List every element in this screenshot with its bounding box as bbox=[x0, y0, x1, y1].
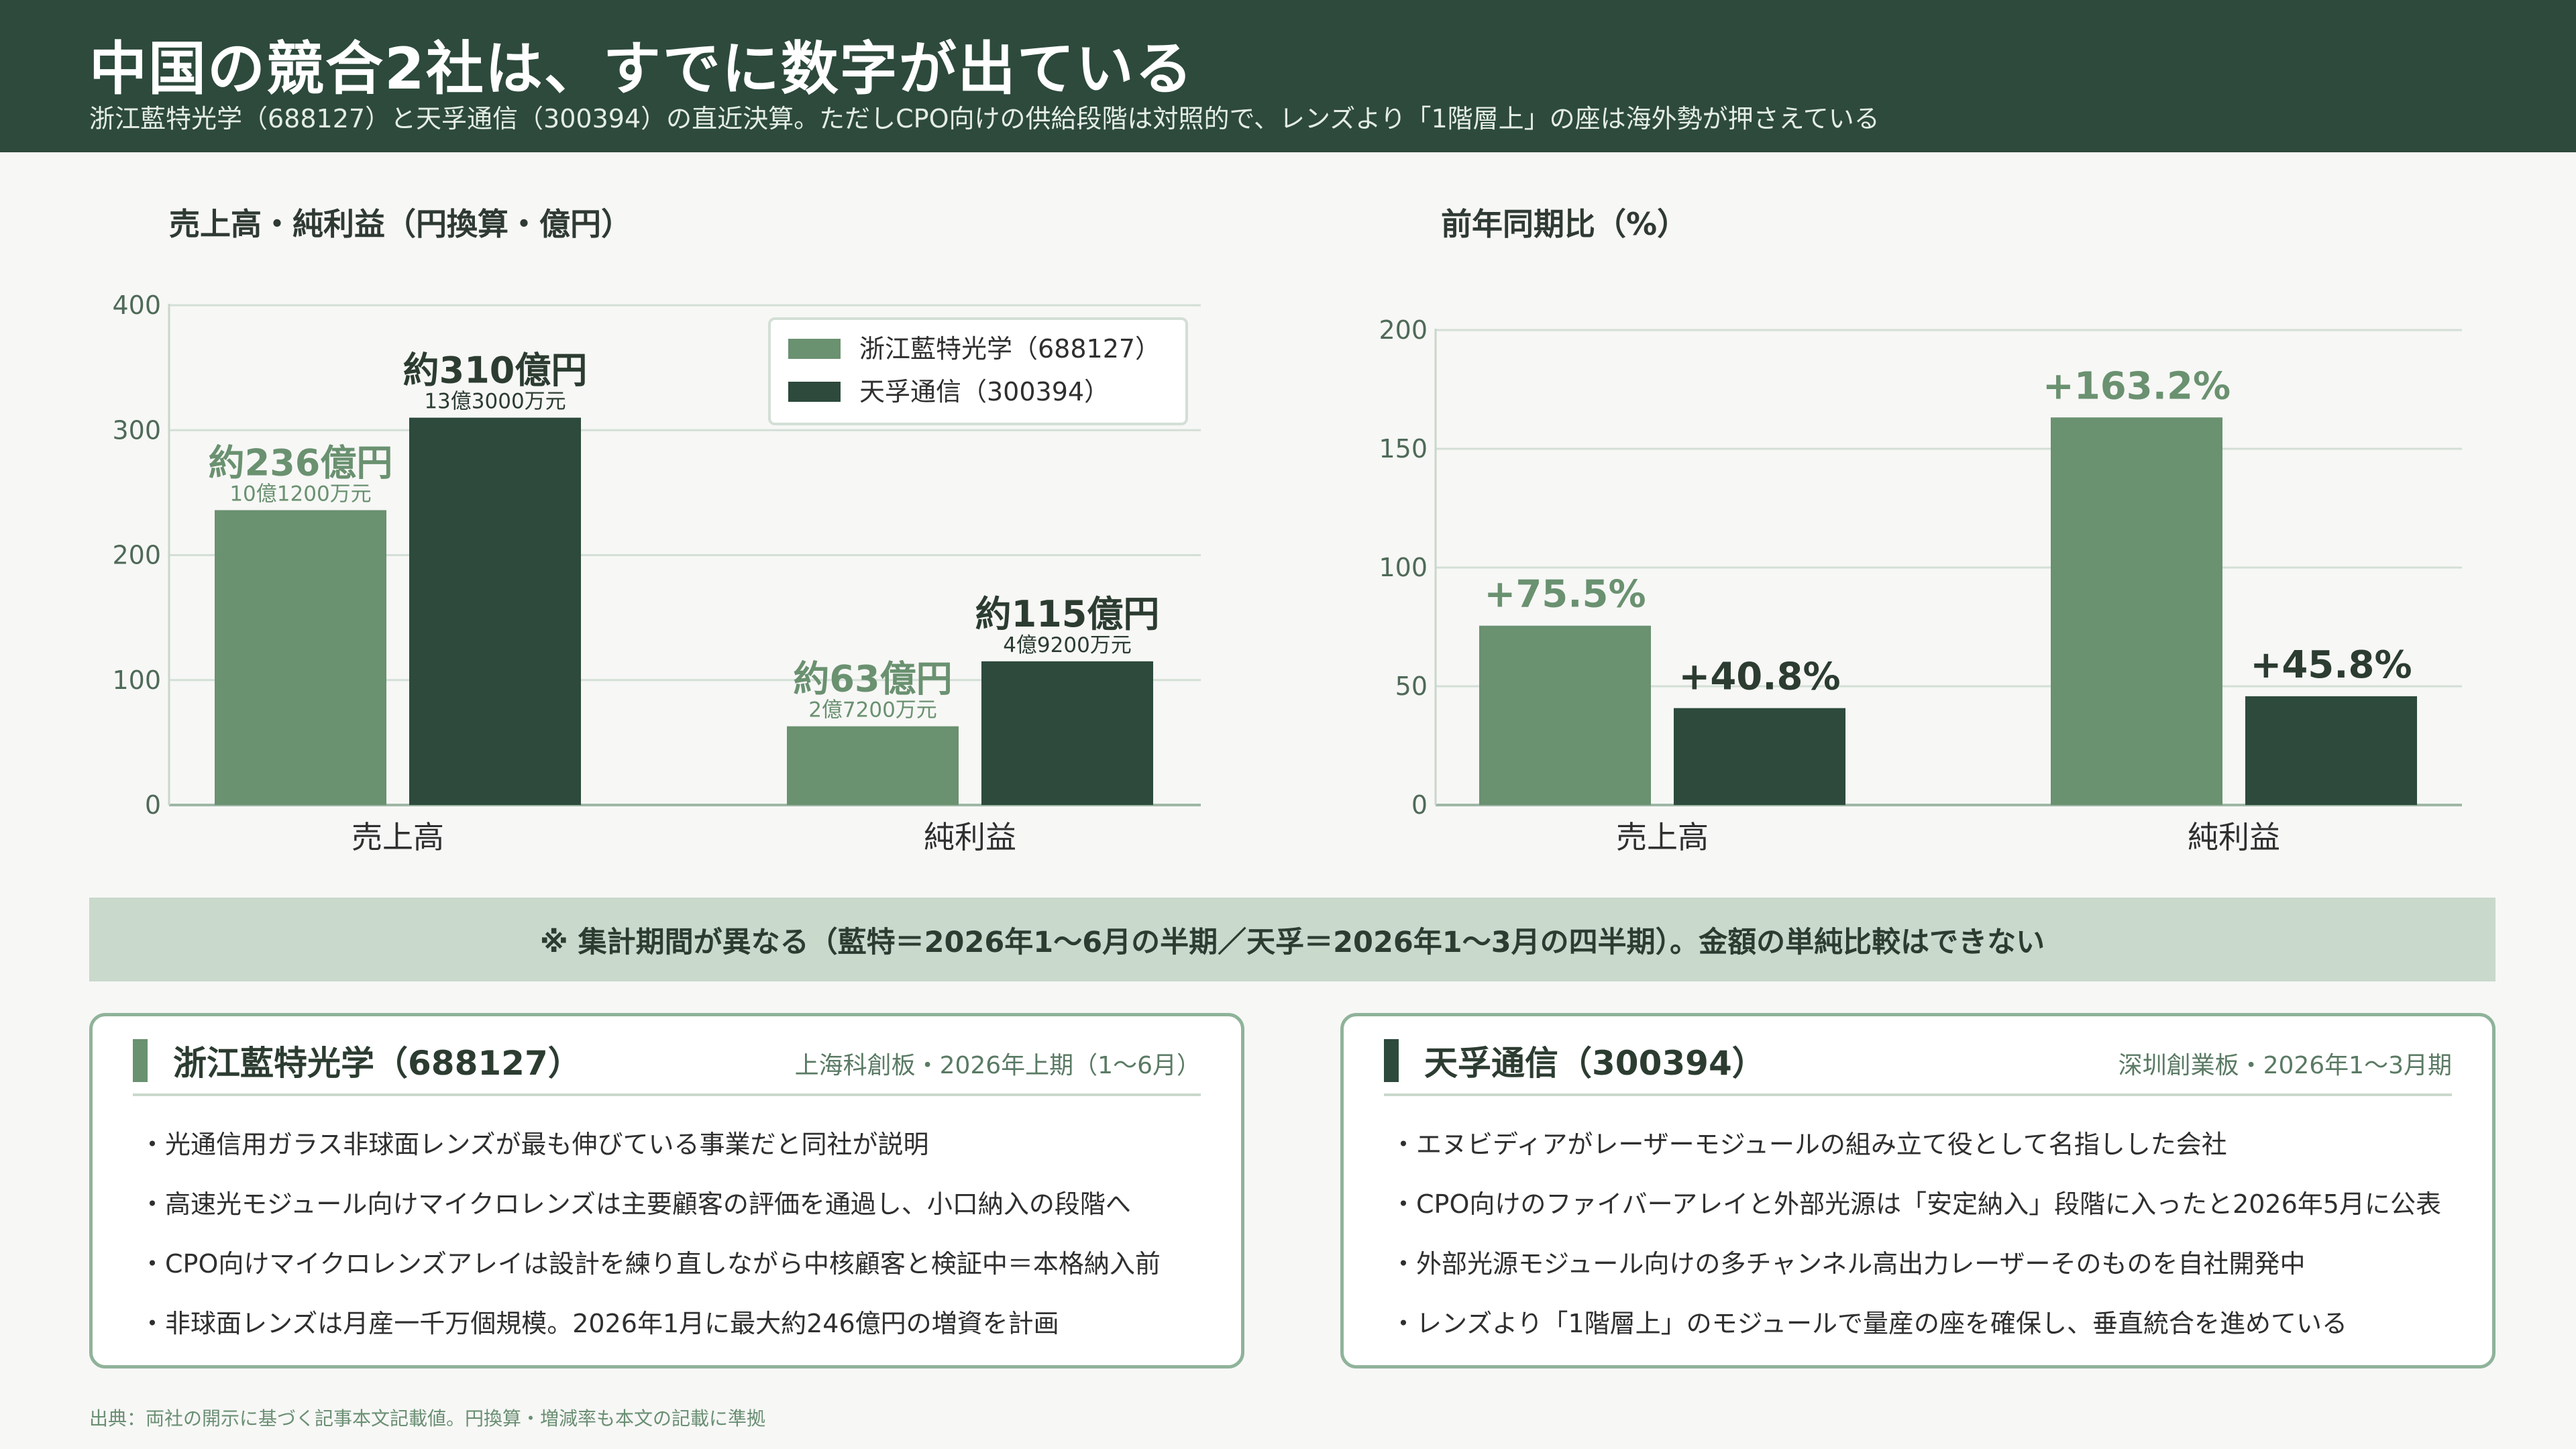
card-accent-bar bbox=[1384, 1039, 1399, 1082]
card-company-meta: 上海科創板・2026年上期（1〜6月） bbox=[794, 1052, 1201, 1079]
data-label: +40.8% bbox=[1678, 655, 1840, 699]
y-tick-label: 200 bbox=[1379, 315, 1428, 345]
list-item: ・CPO向けのファイバーアレイと外部光源は「安定納入」段階に入ったと2026年5… bbox=[1391, 1189, 2441, 1219]
bar bbox=[1479, 625, 1651, 805]
page-title: 中国の競合2社は、すでに数字が出ている bbox=[89, 36, 1194, 103]
card-divider bbox=[133, 1093, 1201, 1096]
legend-swatch bbox=[788, 382, 841, 402]
card-company-meta: 深圳創業板・2026年1〜3月期 bbox=[2118, 1052, 2452, 1079]
bar bbox=[409, 417, 581, 805]
card-bullet-list: ・エヌビディアがレーザーモジュールの組み立て役として名指しした会社 ・CPO向け… bbox=[1391, 1127, 2441, 1366]
data-label: 約310億円 bbox=[403, 350, 588, 392]
chart-title-yoy: 前年同期比（%） bbox=[1441, 206, 1688, 242]
data-label: 約63億円 bbox=[793, 658, 952, 700]
bar bbox=[981, 661, 1153, 805]
chart-title-amounts: 売上高・純利益（円換算・億円） bbox=[169, 206, 632, 242]
source-note: 出典：両社の開示に基づく記事本文記載値。円換算・増減率も本文の記載に準拠 bbox=[89, 1407, 766, 1430]
legend-box bbox=[768, 317, 1188, 425]
y-tick-label: 200 bbox=[112, 541, 161, 570]
page-subtitle: 浙江藍特光学（688127）と天孚通信（300394）の直近決算。ただしCPO向… bbox=[89, 104, 1880, 133]
company-card-lante: 浙江藍特光学（688127） 上海科創板・2026年上期（1〜6月） ・光通信用… bbox=[89, 1013, 1244, 1368]
company-card-tianfu: 天孚通信（300394） 深圳創業板・2026年1〜3月期 ・エヌビディアがレー… bbox=[1340, 1013, 2496, 1368]
list-item: ・CPO向けマイクロレンズアレイは設計を練り直しながら中核顧客と検証中＝本格納入… bbox=[140, 1249, 1161, 1279]
x-category-label: 売上高 bbox=[1616, 819, 1709, 855]
list-item: ・外部光源モジュール向けの多チャンネル高出力レーザーそのものを自社開発中 bbox=[1391, 1249, 2306, 1279]
bar bbox=[215, 510, 386, 805]
list-item: ・光通信用ガラス非球面レンズが最も伸びている事業だと同社が説明 bbox=[140, 1130, 929, 1159]
card-company-name: 天孚通信（300394） bbox=[1424, 1044, 1766, 1083]
data-label: 約236億円 bbox=[209, 441, 393, 484]
card-accent-bar bbox=[133, 1039, 148, 1082]
x-category-label: 売上高 bbox=[352, 819, 444, 855]
y-tick-label: 100 bbox=[1379, 553, 1428, 582]
charts-canvas: 0 100 200 300 400 約236億円10億1200万元約63億円2億7200万… bbox=[112, 290, 2462, 855]
card-bullet-list: ・光通信用ガラス非球面レンズが最も伸びている事業だと同社が説明 ・高速光モジュー… bbox=[140, 1127, 1161, 1366]
list-item: ・高速光モジュール向けマイクロレンズは主要顧客の評価を通過し、小口納入の段階へ bbox=[140, 1189, 1131, 1219]
data-sublabel: 2億7200万元 bbox=[808, 698, 937, 722]
data-label: +45.8% bbox=[2250, 643, 2412, 687]
y-tick-label: 300 bbox=[112, 415, 161, 445]
list-item: ・非球面レンズは月産一千万個規模。2026年1月に最大約246億円の増資を計画 bbox=[140, 1309, 1059, 1338]
data-label: +163.2% bbox=[2043, 364, 2231, 408]
card-company-name: 浙江藍特光学（688127） bbox=[173, 1044, 582, 1083]
data-sublabel: 13億3000万元 bbox=[424, 390, 566, 414]
data-sublabel: 4億9200万元 bbox=[1003, 633, 1132, 657]
y-tick-label: 0 bbox=[145, 790, 161, 820]
y-tick-label: 0 bbox=[1411, 790, 1428, 820]
list-item: ・レンズより「1階層上」のモジュールで量産の座を確保し、垂直統合を進めている bbox=[1391, 1309, 2348, 1338]
card-divider bbox=[1384, 1093, 2452, 1096]
y-tick-label: 100 bbox=[112, 665, 161, 695]
x-category-label: 純利益 bbox=[924, 819, 1016, 855]
data-label: +75.5% bbox=[1484, 573, 1646, 616]
list-item: ・エヌビディアがレーザーモジュールの組み立て役として名指しした会社 bbox=[1391, 1130, 2227, 1159]
bar bbox=[2051, 417, 2222, 805]
y-tick-label: 400 bbox=[112, 290, 161, 320]
bar bbox=[787, 726, 959, 805]
data-label: 約115億円 bbox=[975, 593, 1160, 635]
bar bbox=[1674, 708, 1845, 805]
period-note: ※ 集計期間が異なる（藍特＝2026年1〜6月の半期／天孚＝2026年1〜3月の… bbox=[89, 898, 2496, 981]
legend-label: 天孚通信（300394） bbox=[859, 377, 1110, 407]
data-sublabel: 10億1200万元 bbox=[229, 482, 371, 506]
bar bbox=[2245, 696, 2417, 805]
y-tick-label: 150 bbox=[1379, 434, 1428, 464]
x-category-label: 純利益 bbox=[2188, 819, 2280, 855]
legend-swatch bbox=[788, 339, 841, 359]
legend-label: 浙江藍特光学（688127） bbox=[859, 334, 1161, 364]
y-tick-label: 50 bbox=[1395, 672, 1428, 701]
header-banner: 中国の競合2社は、すでに数字が出ている 浙江藍特光学（688127）と天孚通信（… bbox=[0, 0, 2576, 152]
